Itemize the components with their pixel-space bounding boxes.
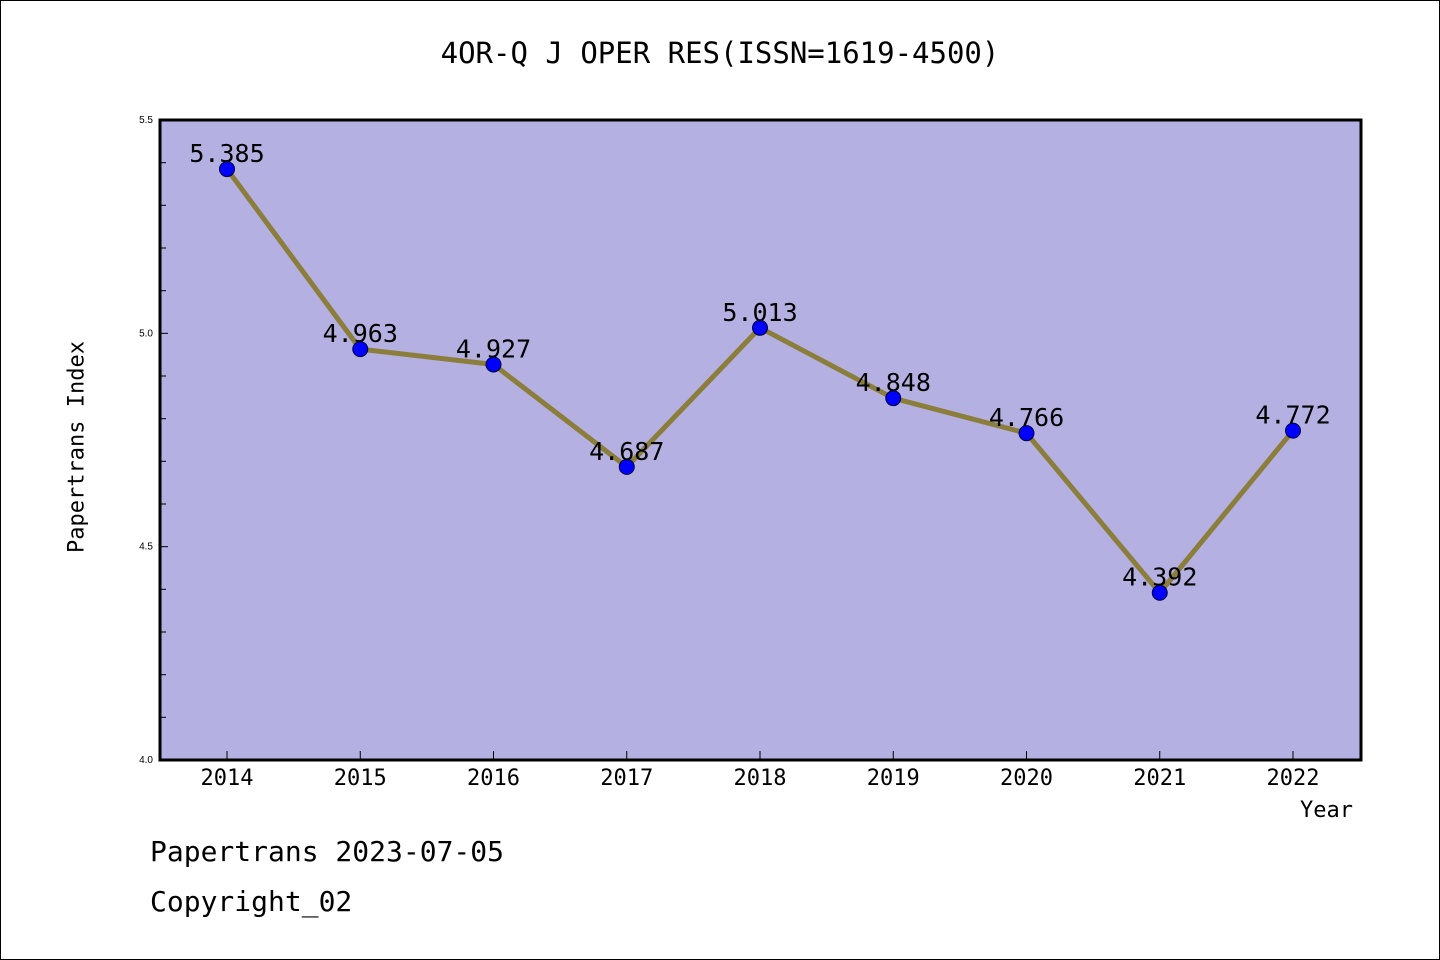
series-group xyxy=(219,161,1301,601)
data-label: 4.392 xyxy=(1122,563,1197,592)
data-label: 5.013 xyxy=(722,298,797,327)
y-tick-label: 5.5 xyxy=(139,115,153,126)
y-tick-label: 4.0 xyxy=(139,755,153,766)
x-tick-label: 2018 xyxy=(734,766,787,791)
data-point xyxy=(1018,425,1035,442)
data-label: 4.772 xyxy=(1255,401,1330,430)
x-axis-ticks: 2014 2015 2016 2017 2018 2019 2020 2021 2022 xyxy=(201,751,1320,791)
y-tick-label: 4.5 xyxy=(139,542,153,553)
footer-date: Papertrans 2023-07-05 xyxy=(150,835,505,868)
data-label: 4.963 xyxy=(323,319,398,348)
data-point xyxy=(885,390,902,407)
data-label: 4.687 xyxy=(589,437,664,466)
chart-title: 4OR-Q J OPER RES(ISSN=1619-4500) xyxy=(440,36,1000,70)
x-tick-label: 2014 xyxy=(201,766,254,791)
data-point xyxy=(352,341,369,358)
data-point xyxy=(1151,584,1168,601)
data-label: 4.927 xyxy=(456,334,531,363)
data-point xyxy=(485,356,502,373)
footer-copyright: Copyright_02 xyxy=(150,885,353,918)
data-labels: 5.385 4.963 4.927 4.687 5.013 4.848 4.766 4.392… xyxy=(189,139,1330,592)
data-point xyxy=(219,161,235,178)
data-point xyxy=(618,458,635,475)
x-tick-label: 2016 xyxy=(467,766,520,791)
y-tick-label: 5.0 xyxy=(139,328,153,339)
x-tick-label: 2015 xyxy=(334,766,387,791)
x-tick-label: 2019 xyxy=(867,766,920,791)
plot-area xyxy=(160,120,1361,760)
data-label: 4.766 xyxy=(989,403,1064,432)
data-point xyxy=(1285,422,1301,439)
x-axis-label: Year xyxy=(1300,798,1353,823)
data-label: 4.848 xyxy=(856,368,931,397)
x-tick-label: 2022 xyxy=(1267,766,1320,791)
x-tick-label: 2020 xyxy=(1000,766,1053,791)
data-label: 5.385 xyxy=(189,139,264,168)
plot-border xyxy=(158,118,1363,762)
data-point xyxy=(752,319,768,336)
x-tick-label: 2021 xyxy=(1133,766,1186,791)
x-tick-label: 2017 xyxy=(600,766,653,791)
